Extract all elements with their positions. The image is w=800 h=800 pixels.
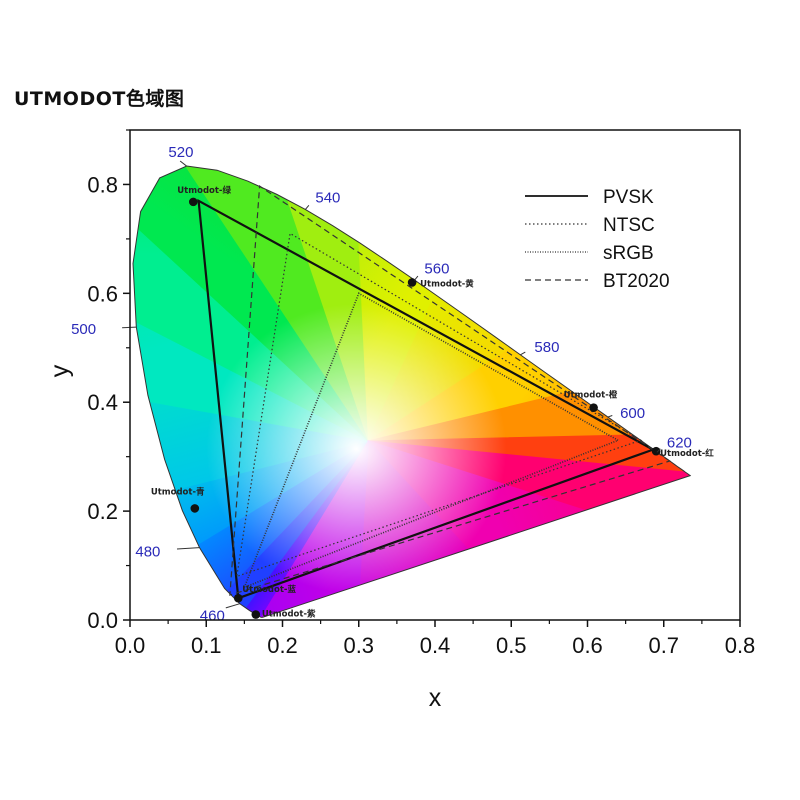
wavelength-label: 500 bbox=[71, 321, 96, 338]
wavelength-tick bbox=[176, 547, 200, 550]
x-tick-label: 0.7 bbox=[648, 633, 679, 658]
utmodot-point-label: Utmodot-青 bbox=[151, 486, 205, 497]
wavelength-label: 600 bbox=[620, 405, 645, 422]
x-tick-label: 0.8 bbox=[725, 633, 756, 658]
y-tick-label: 0.6 bbox=[87, 281, 118, 306]
x-tick-label: 0.0 bbox=[115, 633, 146, 658]
wavelength-label: 560 bbox=[424, 260, 449, 277]
utmodot-point bbox=[233, 593, 243, 603]
utmodot-markers: Utmodot-绿 Utmodot-黄 Utmodot-橙 Utmodot-红 Utmo… bbox=[151, 185, 714, 620]
wavelength-tick bbox=[304, 204, 310, 210]
gamut-triangles bbox=[197, 185, 672, 600]
x-tick-label: 0.3 bbox=[343, 633, 374, 658]
wavelength-label: 620 bbox=[667, 434, 692, 451]
x-tick-label: 0.5 bbox=[496, 633, 527, 658]
axis-ticks: 0.0 0.1 0.2 0.3 0.4 0.5 0.6 0.7 0.8 0.0 0.2 0.4 0.6 0… bbox=[87, 129, 756, 658]
gamut-triangle-pvsk bbox=[197, 198, 656, 600]
wavelength-label: 460 bbox=[200, 608, 225, 625]
utmodot-point bbox=[651, 446, 661, 456]
utmodot-point-label: Utmodot-橙 bbox=[564, 390, 618, 401]
x-tick-label: 0.6 bbox=[572, 633, 603, 658]
wavelength-tick bbox=[607, 415, 613, 418]
utmodot-point-label: Utmodot-红 bbox=[660, 448, 714, 459]
wavelength-tick bbox=[414, 275, 419, 281]
utmodot-point bbox=[188, 197, 198, 207]
legend-label: NTSC bbox=[603, 215, 655, 236]
utmodot-point-label: Utmodot-黄 bbox=[420, 278, 474, 289]
utmodot-point-label: Utmodot-紫 bbox=[262, 609, 316, 620]
legend-label: sRGB bbox=[603, 243, 654, 264]
gamut-triangle-ntsc bbox=[236, 232, 643, 578]
legend-label: PVSK bbox=[603, 187, 654, 208]
x-tick-label: 0.1 bbox=[191, 633, 222, 658]
y-tick-label: 0.2 bbox=[87, 499, 118, 524]
x-tick-label: 0.4 bbox=[420, 633, 451, 658]
y-tick-label: 0.4 bbox=[87, 390, 118, 415]
utmodot-point-label: Utmodot-绿 bbox=[177, 185, 231, 196]
utmodot-point-label: Utmodot-蓝 bbox=[242, 584, 296, 595]
utmodot-point bbox=[589, 403, 598, 412]
x-axis-label: x bbox=[429, 684, 442, 712]
utmodot-point bbox=[251, 610, 261, 619]
legend-label: BT2020 bbox=[603, 271, 670, 292]
wavelength-label: 540 bbox=[315, 189, 340, 206]
utmodot-point bbox=[407, 278, 417, 287]
legend: PVSK NTSC sRGB BT2020 bbox=[525, 187, 670, 292]
y-tick-label: 0.8 bbox=[87, 172, 118, 197]
y-tick-label: 0.0 bbox=[87, 608, 118, 633]
gamut-triangle-srgb bbox=[242, 292, 620, 589]
wavelength-label: 520 bbox=[168, 144, 193, 161]
utmodot-point bbox=[190, 504, 200, 513]
y-axis-label: y bbox=[46, 364, 74, 377]
wavelength-tick bbox=[520, 351, 526, 356]
chart-title: UTMODOT色域图 bbox=[14, 88, 185, 110]
wavelength-tick bbox=[122, 326, 137, 329]
wavelength-tick bbox=[656, 448, 661, 453]
wavelength-label: 480 bbox=[135, 544, 160, 561]
white-point-glow bbox=[206, 303, 507, 594]
wavelength-label: 580 bbox=[534, 339, 559, 356]
gamut-triangle-bt2020 bbox=[229, 185, 672, 596]
spectral-locus-fill bbox=[133, 166, 691, 618]
x-tick-label: 0.2 bbox=[267, 633, 298, 658]
wavelength-tick bbox=[179, 160, 187, 167]
wavelength-tick bbox=[225, 603, 240, 609]
